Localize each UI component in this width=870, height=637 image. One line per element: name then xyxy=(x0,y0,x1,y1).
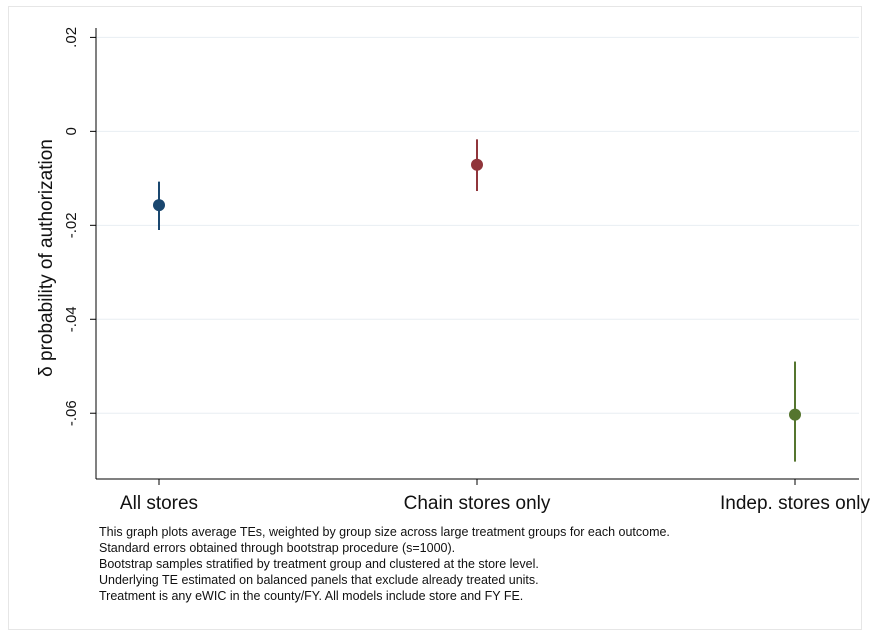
y-tick-label: 0 xyxy=(63,127,80,135)
x-category-label: Chain stores only xyxy=(404,493,551,514)
y-tick-label: -.02 xyxy=(63,212,80,238)
note-line: Bootstrap samples stratified by treatmen… xyxy=(99,557,539,571)
estimate-point xyxy=(789,408,801,421)
chart: .02 0 -.02 -.04 -.06 All stores Chain stores … xyxy=(36,27,870,514)
x-category-labels: All stores Chain stores only Indep. stores… xyxy=(120,493,870,514)
note-line: This graph plots average TEs, weighted b… xyxy=(99,525,670,539)
note-line: Standard errors obtained through bootstr… xyxy=(99,541,456,555)
y-tick-label: -.06 xyxy=(63,400,80,426)
estimate-point xyxy=(153,199,165,212)
y-axis-title: δ probability of authorization xyxy=(36,139,57,377)
chart-notes: This graph plots average TEs, weighted b… xyxy=(99,524,859,604)
chart-frame xyxy=(8,6,862,630)
estimate-markers xyxy=(153,139,801,462)
y-tick-label: .02 xyxy=(63,27,80,48)
note-line: Treatment is any eWIC in the county/FY. … xyxy=(99,589,524,603)
x-category-label: Indep. stores only xyxy=(720,493,870,514)
note-line: Underlying TE estimated on balanced pane… xyxy=(99,573,539,587)
estimate-point xyxy=(471,158,483,171)
x-category-label: All stores xyxy=(120,493,198,514)
axes xyxy=(90,28,859,485)
y-tick-labels: .02 0 -.02 -.04 -.06 xyxy=(63,27,80,426)
grid-lines xyxy=(96,36,859,414)
y-tick-label: -.04 xyxy=(63,306,80,332)
